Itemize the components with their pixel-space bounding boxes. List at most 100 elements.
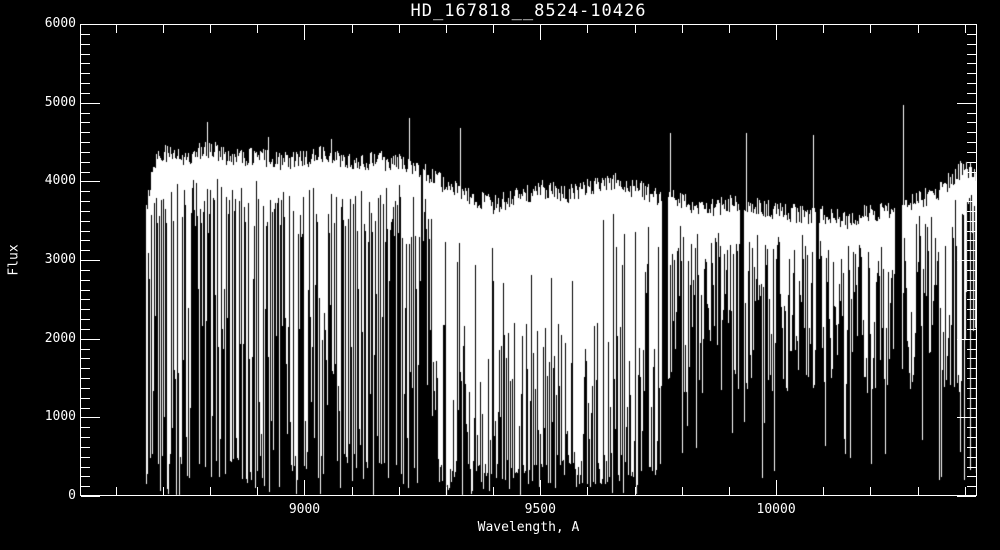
y-axis-major-tick: [957, 103, 976, 104]
x-axis-minor-tick: [163, 487, 164, 495]
x-axis-minor-tick: [729, 487, 730, 495]
y-axis-minor-tick: [81, 329, 90, 330]
x-axis-minor-tick: [587, 487, 588, 495]
x-axis-major-tick: [776, 25, 777, 40]
y-axis-minor-tick: [81, 349, 90, 350]
x-axis-minor-tick: [918, 25, 919, 33]
y-axis-minor-tick: [967, 142, 976, 143]
x-axis-minor-tick: [352, 487, 353, 495]
y-tick-label: 5000: [44, 94, 76, 110]
y-axis-minor-tick: [967, 486, 976, 487]
y-axis-minor-tick: [967, 476, 976, 477]
y-axis-minor-tick: [81, 378, 90, 379]
x-axis-minor-tick: [210, 25, 211, 33]
x-tick-label: 10000: [756, 502, 796, 517]
x-axis-minor-tick: [682, 25, 683, 33]
y-axis-minor-tick: [967, 358, 976, 359]
y-axis-minor-tick: [81, 142, 90, 143]
y-axis-major-tick: [81, 339, 100, 340]
x-axis-minor-tick: [399, 487, 400, 495]
y-tick-label: 4000: [44, 173, 76, 189]
y-axis-minor-tick: [967, 388, 976, 389]
y-axis-minor-tick: [967, 231, 976, 232]
x-axis-major-tick: [776, 480, 777, 495]
x-axis-minor-tick: [257, 25, 258, 33]
y-axis-major-tick: [957, 496, 976, 497]
y-axis-minor-tick: [81, 221, 90, 222]
y-axis-minor-tick: [967, 250, 976, 251]
y-tick-label: 3000: [44, 252, 76, 267]
y-axis-title: Flux: [6, 244, 22, 276]
y-axis-minor-tick: [81, 486, 90, 487]
y-axis-minor-tick: [81, 162, 90, 163]
y-axis-major-tick: [81, 417, 100, 418]
x-axis-minor-tick: [965, 487, 966, 495]
y-tick-label: 1000: [44, 409, 76, 425]
y-axis-minor-tick: [81, 132, 90, 133]
x-axis-minor-tick: [446, 487, 447, 495]
x-axis-minor-tick: [116, 487, 117, 495]
y-axis-minor-tick: [967, 447, 976, 448]
y-axis-minor-tick: [81, 388, 90, 389]
y-axis-minor-tick: [81, 201, 90, 202]
x-axis-minor-tick: [399, 25, 400, 33]
y-tick-label: 6000: [44, 16, 76, 31]
y-axis-minor-tick: [967, 132, 976, 133]
y-axis-minor-tick: [967, 408, 976, 409]
x-axis-minor-tick: [682, 487, 683, 495]
y-axis-minor-tick: [967, 319, 976, 320]
x-axis-minor-tick: [163, 25, 164, 33]
y-axis-minor-tick: [81, 83, 90, 84]
y-axis-minor-tick: [967, 34, 976, 35]
y-axis-minor-tick: [81, 358, 90, 359]
axes-frame: [80, 24, 977, 496]
y-axis-minor-tick: [967, 172, 976, 173]
y-axis-minor-tick: [967, 427, 976, 428]
x-axis-minor-tick: [257, 487, 258, 495]
y-axis-minor-tick: [81, 54, 90, 55]
y-axis-minor-tick: [967, 240, 976, 241]
y-axis-minor-tick: [81, 63, 90, 64]
x-axis-title: Wavelength, A: [477, 520, 580, 535]
x-axis-minor-tick: [635, 25, 636, 33]
x-tick-label: 9000: [288, 502, 321, 517]
x-axis-minor-tick: [210, 487, 211, 495]
y-axis-minor-tick: [81, 368, 90, 369]
y-axis-major-tick: [81, 496, 100, 497]
y-axis-minor-tick: [81, 290, 90, 291]
y-axis-minor-tick: [967, 299, 976, 300]
x-axis-minor-tick: [823, 25, 824, 33]
y-axis-minor-tick: [81, 270, 90, 271]
x-axis-major-tick: [540, 25, 541, 40]
y-axis-minor-tick: [81, 44, 90, 45]
y-axis-minor-tick: [967, 93, 976, 94]
y-axis-minor-tick: [967, 309, 976, 310]
y-axis-minor-tick: [81, 309, 90, 310]
y-axis-minor-tick: [81, 467, 90, 468]
y-axis-minor-tick: [81, 299, 90, 300]
y-axis-minor-tick: [81, 280, 90, 281]
y-axis-minor-tick: [81, 408, 90, 409]
y-axis-major-tick: [957, 181, 976, 182]
y-axis-minor-tick: [967, 378, 976, 379]
y-axis-minor-tick: [967, 152, 976, 153]
y-axis-major-tick: [81, 24, 100, 25]
x-axis-minor-tick: [729, 25, 730, 33]
y-axis-minor-tick: [81, 93, 90, 94]
y-axis-minor-tick: [81, 122, 90, 123]
y-axis-minor-tick: [967, 437, 976, 438]
y-axis-minor-tick: [81, 152, 90, 153]
x-axis-minor-tick: [446, 25, 447, 33]
y-tick-label: 2000: [44, 330, 76, 346]
y-axis-minor-tick: [967, 191, 976, 192]
x-axis-minor-tick: [493, 487, 494, 495]
x-axis-minor-tick: [870, 487, 871, 495]
y-axis-minor-tick: [967, 280, 976, 281]
x-axis-minor-tick: [587, 25, 588, 33]
x-axis-minor-tick: [823, 487, 824, 495]
y-axis-minor-tick: [967, 44, 976, 45]
y-axis-minor-tick: [81, 231, 90, 232]
y-axis-minor-tick: [81, 250, 90, 251]
y-axis-major-tick: [957, 260, 976, 261]
